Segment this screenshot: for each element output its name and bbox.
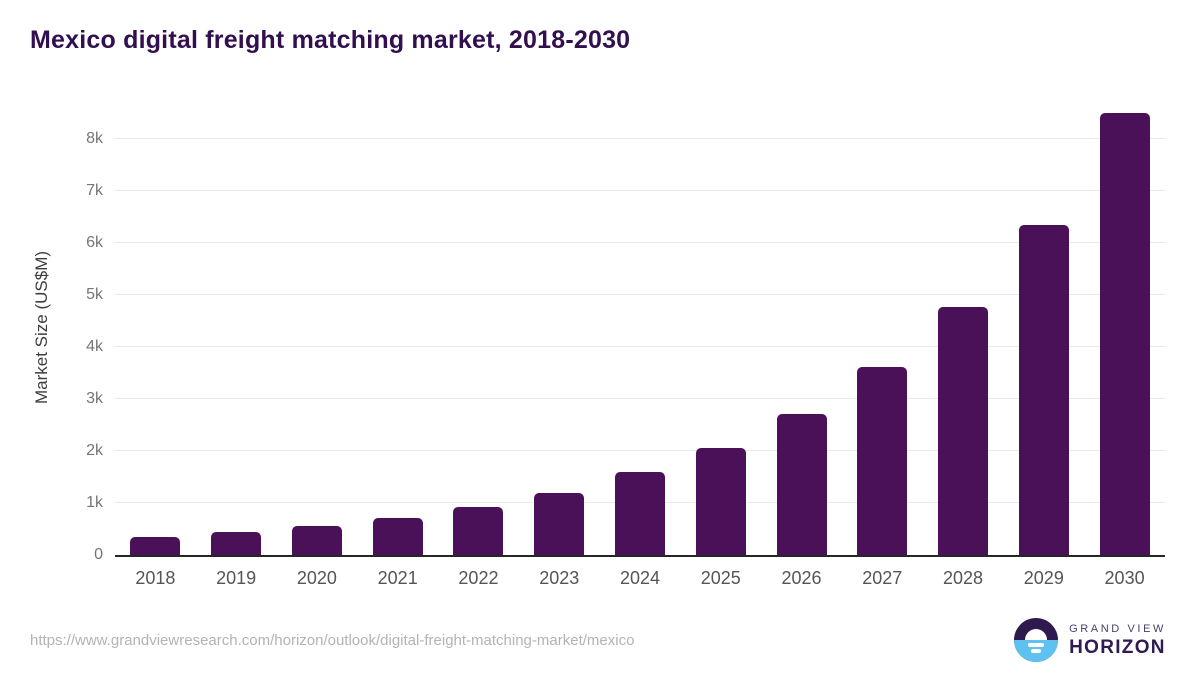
x-label-2020: 2020 bbox=[296, 568, 337, 588]
x-axis-labels: 2018 2019 2020 2021 2022 2023 2024 2025 2026 2027… bbox=[115, 568, 1165, 589]
x-label-2027: 2027 bbox=[862, 568, 903, 588]
logo-reflection-line bbox=[1031, 649, 1042, 653]
y-tick-label-3k: 3k bbox=[86, 389, 103, 407]
gridline-5k bbox=[115, 293, 1165, 295]
bar-slot-2029 bbox=[1003, 97, 1084, 555]
bar-slot-2026 bbox=[761, 97, 842, 555]
y-tick-label-0: 0 bbox=[94, 546, 103, 563]
x-label-2030: 2030 bbox=[1104, 568, 1145, 588]
brand-logo: GRAND VIEW HORIZON bbox=[1014, 618, 1166, 662]
gridline-6k bbox=[115, 241, 1165, 243]
footer: https://www.grandviewresearch.com/horizo… bbox=[30, 616, 1166, 664]
brand-name-top: GRAND VIEW bbox=[1069, 622, 1166, 635]
x-label-2023: 2023 bbox=[539, 568, 580, 588]
bar-2018 bbox=[130, 536, 181, 555]
y-tick-label-8k: 8k bbox=[86, 129, 103, 147]
y-tick-label-4k: 4k bbox=[86, 337, 103, 355]
gridline-2k bbox=[115, 449, 1165, 451]
chart-title: Mexico digital freight matching market, … bbox=[30, 26, 631, 54]
bar-2025 bbox=[695, 447, 746, 555]
bar-slot-2025 bbox=[680, 97, 761, 555]
bar-slot-2019 bbox=[196, 97, 277, 555]
bar-2027 bbox=[857, 367, 908, 555]
bar-2030 bbox=[1099, 112, 1150, 555]
bar-2029 bbox=[1018, 224, 1069, 555]
x-label-2024: 2024 bbox=[619, 568, 660, 588]
gridline-7k bbox=[115, 189, 1165, 191]
y-tick-label-5k: 5k bbox=[86, 285, 103, 303]
bar-slot-2021 bbox=[357, 97, 438, 555]
bar-slot-2027 bbox=[842, 97, 923, 555]
bar-2020 bbox=[291, 526, 342, 555]
bar-slot-2018 bbox=[115, 97, 196, 555]
x-label-2021: 2021 bbox=[377, 568, 418, 588]
y-tick-label-2k: 2k bbox=[86, 441, 103, 459]
gridline-8k bbox=[115, 137, 1165, 139]
x-label-2019: 2019 bbox=[216, 568, 257, 588]
x-label-2026: 2026 bbox=[781, 568, 822, 588]
brand-name: GRAND VIEW HORIZON bbox=[1069, 622, 1166, 658]
y-tick-label-6k: 6k bbox=[86, 233, 103, 251]
bar-slot-2022 bbox=[438, 97, 519, 555]
x-label-2025: 2025 bbox=[700, 568, 741, 588]
bar-series bbox=[115, 97, 1165, 555]
x-label-2028: 2028 bbox=[943, 568, 984, 588]
gridline-4k bbox=[115, 345, 1165, 347]
gridline-3k bbox=[115, 397, 1165, 399]
y-tick-label-7k: 7k bbox=[86, 181, 103, 199]
brand-name-bottom: HORIZON bbox=[1069, 636, 1166, 658]
horizon-sun-icon bbox=[1014, 618, 1059, 662]
x-label-2022: 2022 bbox=[458, 568, 499, 588]
bar-2022 bbox=[453, 506, 504, 555]
x-label-2018: 2018 bbox=[135, 568, 176, 588]
plot-area: 0 1k 2k 3k 4k 5k 6k 7k 8k 2018 2019 2020 2021 2022 202… bbox=[86, 97, 1165, 588]
bar-2023 bbox=[534, 492, 585, 555]
bar-2028 bbox=[938, 307, 989, 555]
bar-slot-2030 bbox=[1084, 97, 1165, 555]
bar-slot-2024 bbox=[600, 97, 681, 555]
y-tick-label-1k: 1k bbox=[86, 493, 103, 511]
logo-reflection-line bbox=[1028, 643, 1045, 647]
x-label-2029: 2029 bbox=[1023, 568, 1064, 588]
source-url: https://www.grandviewresearch.com/horizo… bbox=[30, 631, 635, 649]
bar-slot-2020 bbox=[277, 97, 358, 555]
y-axis-title: Market Size (US$M) bbox=[32, 250, 51, 404]
bar-2024 bbox=[614, 472, 665, 555]
logo-sun-shape bbox=[1025, 629, 1048, 640]
bar-2021 bbox=[372, 518, 423, 555]
bar-slot-2023 bbox=[519, 97, 600, 555]
bar-2019 bbox=[211, 531, 262, 555]
bar-slot-2028 bbox=[923, 97, 1004, 555]
bar-2026 bbox=[776, 413, 827, 555]
